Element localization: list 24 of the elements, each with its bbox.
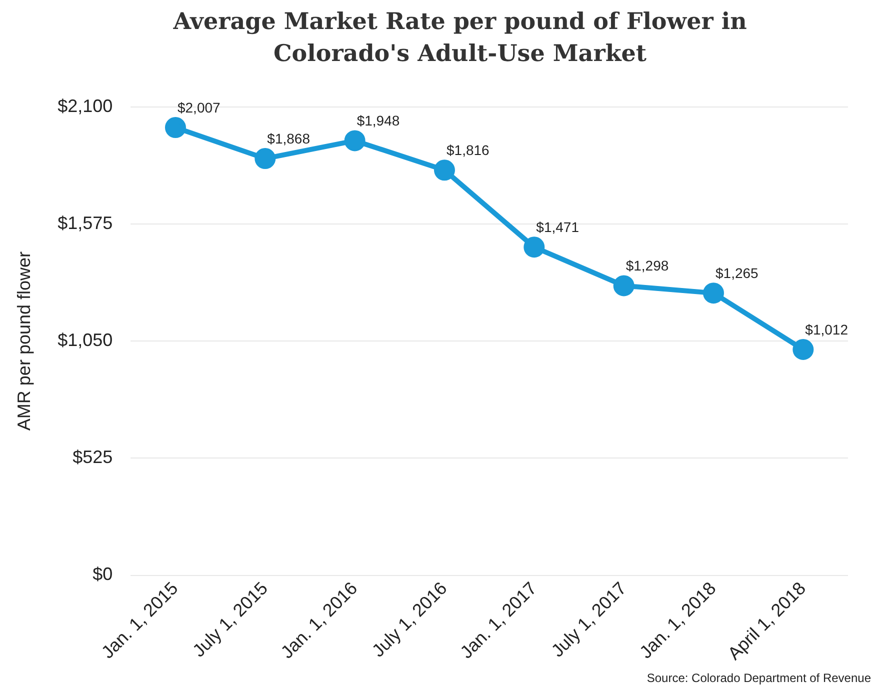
y-tick-label: $1,575 (58, 212, 113, 233)
chart-title: Average Market Rate per pound of Flower in Colorado's Adult-Use Market (172, 7, 748, 69)
y-tick-label: $525 (72, 447, 113, 468)
y-tick-label: $2,100 (58, 96, 113, 116)
point (613, 275, 634, 296)
point (792, 339, 814, 360)
data-label: $1,265 (716, 264, 759, 281)
data-label: $1,012 (805, 321, 848, 338)
data-label: $1,816 (446, 142, 490, 158)
point (703, 282, 724, 304)
y-axis-title: AMR per pound flower (14, 251, 34, 431)
y-tick-label: $0 (92, 564, 113, 584)
point (254, 148, 276, 170)
data-label: $1,868 (267, 130, 310, 146)
point (434, 160, 455, 181)
point (344, 130, 366, 152)
point (524, 236, 545, 258)
source-note: Source: Colorado Department of Revenue (646, 671, 871, 685)
y-tick-label: $1,050 (58, 330, 113, 350)
data-label: $1,298 (626, 258, 669, 274)
point (164, 117, 186, 138)
data-label: $1,471 (536, 218, 580, 235)
data-label: $1,948 (356, 112, 400, 129)
data-label: $2,007 (177, 99, 221, 116)
